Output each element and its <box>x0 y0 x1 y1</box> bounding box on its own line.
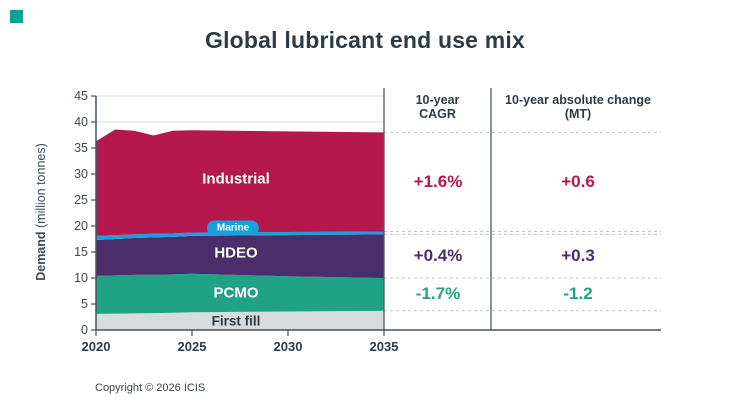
abs-change-value-pcmo: -1.2 <box>563 284 593 303</box>
table-header-abs-line1: 10-year absolute change <box>505 93 651 107</box>
copyright-text: Copyright © 2026 ICIS <box>95 382 206 394</box>
y-tick-label-35: 35 <box>74 141 88 155</box>
x-tick-label-2030: 2030 <box>273 339 303 354</box>
area-label-pcmo: PCMO <box>213 284 259 302</box>
cagr-value-industrial: +1.6% <box>413 172 463 191</box>
table-header-cagr-line2: CAGR <box>419 107 456 121</box>
y-axis-title-units: (million tonnes) <box>34 143 48 232</box>
area-industrial <box>96 129 384 236</box>
x-tick-label-2025: 2025 <box>177 339 207 354</box>
area-series <box>96 129 384 330</box>
area-label-marine: Marine <box>206 220 260 236</box>
abs-change-value-hdeo: +0.3 <box>561 246 595 265</box>
abs-change-value-industrial: +0.6 <box>561 172 595 191</box>
area-label-hdeo: HDEO <box>214 244 258 262</box>
area-label-industrial: Industrial <box>202 170 270 188</box>
chart-title: Global lubricant end use mix <box>205 27 525 53</box>
y-tick-label-25: 25 <box>74 193 88 207</box>
y-axis-title-bold: Demand <box>34 231 48 281</box>
y-tick-label-30: 30 <box>74 167 88 181</box>
y-tick-label-5: 5 <box>81 297 88 311</box>
table-header-abs-line2: (MT) <box>564 107 592 121</box>
y-axis-title: Demand (million tonnes) <box>34 143 48 281</box>
x-tick-label-2020: 2020 <box>81 339 111 354</box>
y-tick-label-10: 10 <box>74 271 88 285</box>
table-header-cagr-line1: 10-year <box>415 93 460 107</box>
area-first-fill <box>96 310 384 330</box>
y-tick-label-40: 40 <box>74 115 88 129</box>
area-marine <box>96 231 384 240</box>
table-header-abs-change: 10-year absolute change (MT) <box>491 93 665 121</box>
y-tick-label-45: 45 <box>74 89 88 103</box>
y-tick-label-0: 0 <box>81 323 88 337</box>
brand-mark <box>10 10 23 23</box>
x-tick-label-2035: 2035 <box>369 339 399 354</box>
table-row-separators <box>384 131 661 312</box>
table-header-cagr: 10-year CAGR <box>384 93 491 121</box>
y-tick-label-15: 15 <box>74 245 88 259</box>
cagr-value-hdeo: +0.4% <box>413 246 463 265</box>
area-label-first-fill: First fill <box>211 313 261 329</box>
y-tick-label-20: 20 <box>74 219 88 233</box>
cagr-value-pcmo: -1.7% <box>415 284 461 303</box>
area-pcmo <box>96 273 384 314</box>
area-hdeo <box>96 234 384 278</box>
axes <box>91 88 661 336</box>
